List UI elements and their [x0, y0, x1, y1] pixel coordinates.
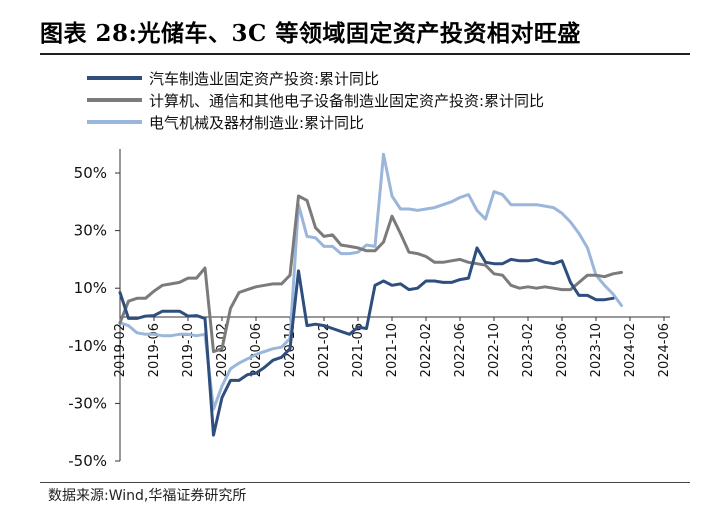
x-tick-label: 2024-02 [623, 323, 638, 377]
x-tick-label: 2021-10 [385, 323, 400, 377]
legend-label-3: 电气机械及器材制造业:累计同比 [149, 114, 364, 132]
x-tick-label: 2019-10 [181, 323, 196, 377]
x-tick-label: 2020-02 [215, 323, 230, 377]
x-tick-label: 2022-06 [453, 323, 468, 377]
x-tick-label: 2019-06 [147, 323, 162, 377]
y-tick-label: -30% [68, 394, 107, 412]
series-lines [118, 152, 623, 437]
y-tick-label: 10% [74, 279, 107, 297]
y-tick-label: 50% [74, 164, 107, 182]
x-tick-label: 2022-02 [419, 323, 434, 377]
series-line-2 [118, 194, 623, 354]
x-tick-label: 2020-06 [249, 323, 264, 377]
x-tick-label: 2023-02 [521, 323, 536, 377]
title-rule [40, 53, 690, 55]
x-tick-label: 2019-02 [113, 323, 128, 377]
y-tick-label: -50% [68, 452, 107, 470]
chart-title: 图表 28:光储车、3C 等领域固定资产投资相对旺盛 [40, 20, 581, 47]
legend-label-2: 计算机、通信和其他电子设备制造业固定资产投资:累计同比 [149, 92, 544, 110]
x-tick-label: 2021-06 [351, 323, 366, 377]
series-line-1 [118, 246, 615, 437]
x-tick-label: 2021-02 [317, 323, 332, 377]
source-rule [40, 482, 690, 483]
source-note: 数据来源:Wind,华福证券研究所 [48, 488, 247, 504]
x-tick-label: 2023-06 [555, 323, 570, 377]
line-chart: 汽车制造业固定资产投资:累计同比计算机、通信和其他电子设备制造业固定资产投资:累… [68, 70, 672, 470]
x-tick-label: 2022-10 [487, 323, 502, 377]
x-tick-label: 2024-06 [657, 323, 672, 377]
legend: 汽车制造业固定资产投资:累计同比计算机、通信和其他电子设备制造业固定资产投资:累… [87, 70, 544, 132]
y-tick-label: -10% [68, 337, 107, 355]
x-tick-label: 2023-10 [589, 323, 604, 377]
y-tick-label: 30% [74, 222, 107, 240]
series-line-3 [118, 152, 623, 411]
legend-label-1: 汽车制造业固定资产投资:累计同比 [149, 70, 379, 88]
